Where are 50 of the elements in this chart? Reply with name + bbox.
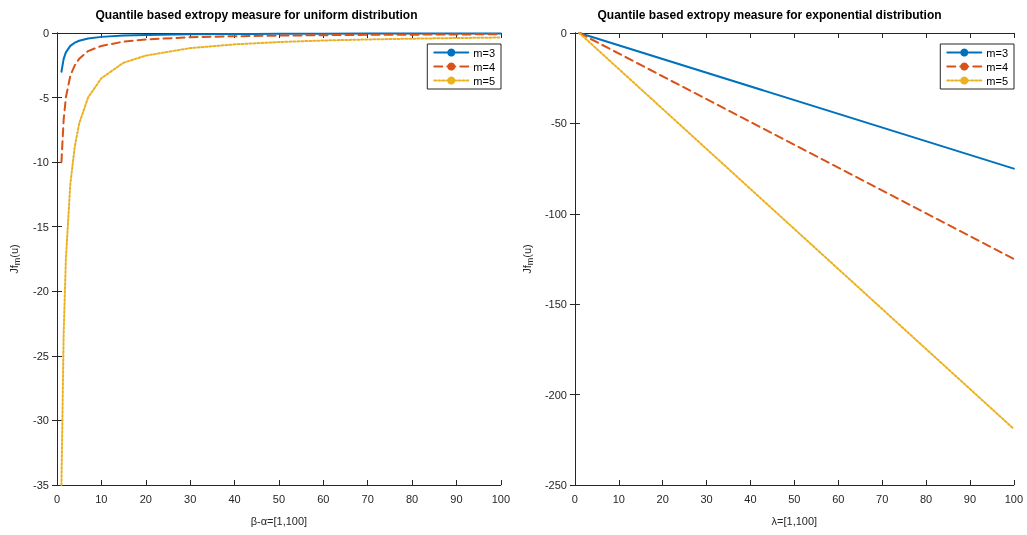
x-tick-label: 80	[405, 492, 419, 505]
x-axis-title: λ=[1,100]	[771, 514, 818, 527]
x-tick-label: 0	[53, 492, 61, 505]
y-tick-label: -50	[551, 117, 567, 130]
x-tick-label: 40	[228, 492, 241, 505]
x-tick-label: 20	[656, 492, 669, 505]
x-tick-label: 0	[571, 492, 578, 505]
y-tick-label: -200	[544, 388, 567, 401]
y-tick-label: -10	[33, 156, 49, 169]
y-axis-title: Jfm(u)	[520, 244, 535, 274]
y-tick-label: 0	[560, 27, 567, 39]
y-tick-label: -100	[544, 207, 567, 220]
x-tick-label: 80	[919, 492, 933, 505]
legend-label: m=3	[986, 46, 1009, 59]
x-axis-title: β-α=[1,100]	[250, 514, 308, 527]
x-tick-label: 100	[1004, 492, 1023, 505]
line-series	[60, 32, 502, 73]
y-tick-label: -250	[544, 479, 567, 491]
x-tick-label: 60	[317, 492, 330, 505]
y-tick-label: -30	[33, 414, 49, 427]
y-axis-title: Jfm(u)	[7, 244, 22, 274]
x-tick-label: 100	[491, 492, 510, 505]
legend-label: m=4	[986, 60, 1009, 73]
line-series	[60, 36, 502, 486]
x-tick-label: 30	[184, 492, 197, 505]
y-tick-label: -5	[39, 91, 49, 104]
x-tick-label: 50	[272, 492, 286, 505]
x-tick-label: 70	[361, 492, 374, 505]
x-tick-label: 40	[744, 492, 757, 505]
y-tick-label: -15	[33, 220, 49, 233]
y-tick-label: -150	[544, 298, 567, 311]
x-tick-label: 50	[788, 492, 801, 505]
x-tick-label: 10	[95, 492, 108, 505]
legend-label: m=5	[473, 74, 496, 87]
chart-title: Quantile based extropy measure for uniform distribution	[95, 8, 418, 22]
y-tick-label: 0	[42, 27, 49, 39]
x-tick-label: 90	[450, 492, 463, 505]
chart-title: Quantile based extropy measure for exponential distribution	[597, 8, 942, 22]
legend-label: m=5	[986, 74, 1009, 87]
x-tick-label: 70	[876, 492, 889, 505]
y-tick-label: -35	[33, 479, 49, 491]
x-tick-label: 90	[963, 492, 977, 505]
x-tick-label: 30	[700, 492, 713, 505]
x-tick-label: 10	[612, 492, 625, 505]
x-tick-label: 20	[139, 492, 152, 505]
legend-label: m=4	[473, 60, 496, 73]
y-tick-label: -25	[33, 349, 49, 362]
y-tick-label: -20	[33, 285, 49, 298]
legend-label: m=3	[473, 46, 496, 59]
x-tick-label: 60	[832, 492, 845, 505]
